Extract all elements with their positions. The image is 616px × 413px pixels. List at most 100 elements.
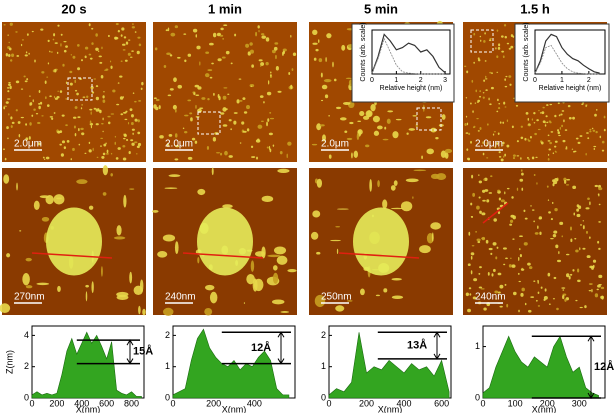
particle	[523, 242, 528, 246]
particle	[528, 139, 531, 142]
histogram-line	[371, 33, 446, 74]
particle	[505, 75, 508, 78]
particle	[224, 108, 228, 111]
particle	[494, 146, 497, 148]
x-axis-label: X(nm)	[532, 404, 557, 413]
particle	[579, 224, 583, 226]
particle	[167, 94, 172, 97]
particle	[333, 78, 337, 82]
particle	[510, 45, 514, 49]
aggregate	[197, 207, 253, 276]
particle	[131, 121, 134, 126]
particle	[537, 305, 541, 307]
particle	[41, 71, 45, 74]
particle	[80, 127, 84, 131]
particle	[102, 192, 107, 196]
y-tick-label: 0	[475, 392, 480, 402]
particle	[332, 61, 334, 68]
plot-frame	[534, 29, 606, 75]
particle	[527, 138, 529, 141]
particle	[558, 134, 561, 137]
particle	[170, 32, 176, 37]
particle	[375, 294, 380, 297]
particle	[483, 307, 487, 311]
particle	[501, 144, 504, 146]
particle	[239, 142, 242, 144]
particle	[484, 60, 487, 62]
particle	[370, 104, 376, 112]
particle	[116, 225, 122, 236]
particle	[136, 145, 140, 149]
particle	[500, 199, 505, 203]
particle	[480, 39, 482, 42]
particle	[530, 296, 535, 298]
particle	[102, 152, 106, 156]
particle	[482, 92, 485, 94]
particle	[219, 34, 224, 37]
particle	[263, 101, 265, 104]
particle	[560, 113, 563, 116]
particle	[421, 155, 423, 160]
particle	[169, 88, 174, 91]
particle	[100, 145, 102, 147]
particle	[499, 284, 504, 289]
particle	[91, 42, 94, 45]
particle	[465, 97, 468, 99]
particle	[488, 39, 492, 42]
particle	[15, 109, 18, 112]
particle	[547, 158, 550, 161]
particle	[206, 145, 210, 150]
particle	[261, 35, 267, 39]
particle	[215, 152, 221, 154]
particle	[267, 254, 281, 258]
particle	[477, 57, 480, 60]
particle	[243, 302, 246, 304]
particle	[113, 236, 126, 240]
particle	[110, 152, 113, 155]
particle	[465, 115, 468, 118]
particle	[546, 185, 549, 188]
particle	[159, 135, 164, 139]
particle	[511, 125, 514, 129]
particle	[540, 286, 543, 289]
particle	[195, 94, 200, 96]
particle	[15, 31, 18, 33]
particle	[261, 195, 274, 203]
particle	[287, 268, 297, 273]
particle	[502, 55, 505, 59]
particle	[494, 290, 499, 294]
profile-area	[482, 335, 599, 399]
particle	[533, 220, 535, 223]
particle	[276, 255, 288, 265]
particle	[500, 35, 504, 38]
particle	[470, 140, 472, 144]
particle	[582, 102, 585, 104]
particle	[572, 185, 577, 190]
particle	[272, 272, 279, 284]
particle	[591, 127, 594, 130]
particle	[114, 37, 119, 40]
particle	[153, 97, 157, 100]
particle	[575, 249, 579, 253]
particle	[122, 43, 126, 46]
aggregate	[46, 207, 102, 276]
particle	[91, 27, 94, 30]
particle	[174, 133, 178, 138]
particle	[90, 111, 92, 115]
particle	[81, 132, 85, 136]
particle	[542, 106, 545, 109]
particle	[26, 33, 29, 36]
particle	[120, 113, 124, 116]
particle	[519, 178, 524, 182]
particle	[526, 156, 529, 159]
particle	[351, 152, 353, 159]
particle	[516, 140, 519, 143]
particle	[38, 90, 41, 94]
particle	[119, 96, 124, 100]
particle	[69, 82, 73, 86]
particle	[220, 27, 224, 31]
particle	[581, 103, 584, 106]
particle	[220, 112, 225, 115]
particle	[137, 142, 142, 147]
particle	[561, 287, 566, 289]
